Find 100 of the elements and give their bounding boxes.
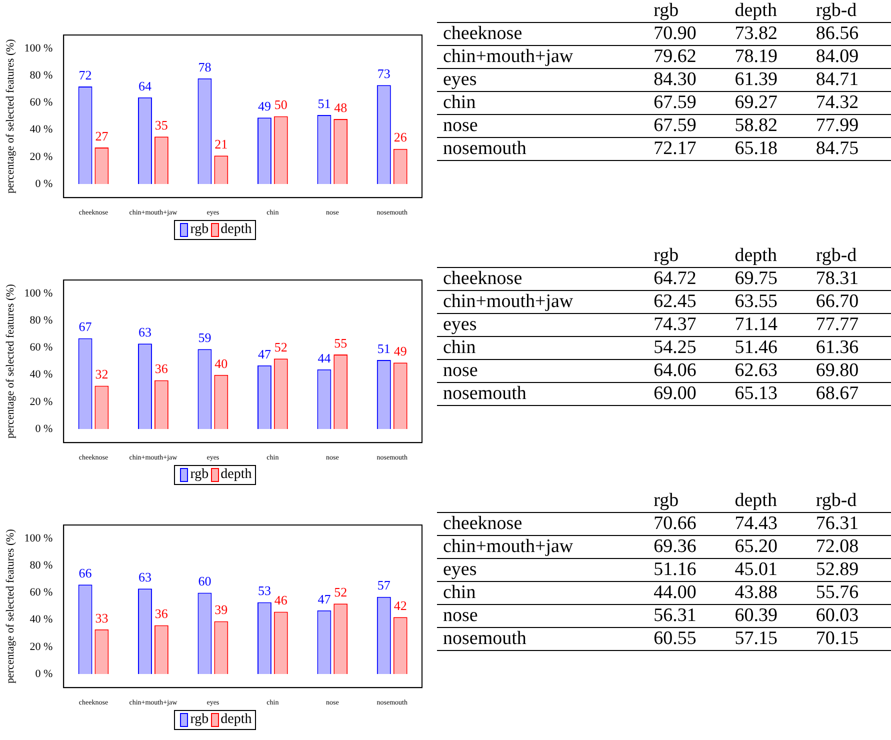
data-label: 36 xyxy=(154,361,168,376)
data-label: 48 xyxy=(334,100,348,115)
category-label: nose xyxy=(437,114,648,138)
data-label: 33 xyxy=(95,610,108,626)
data-label: 74.32 xyxy=(810,92,891,114)
y-tick-label: 100 % xyxy=(24,42,53,54)
category-label: cheeknose xyxy=(437,22,648,46)
data-label: 60.55 xyxy=(648,628,729,650)
y-tick-label: 60 % xyxy=(30,96,53,109)
category-label: chin xyxy=(437,92,648,114)
data-label: 62.63 xyxy=(728,360,810,382)
category-label: nosemouth xyxy=(437,138,648,160)
data-label: 69.36 xyxy=(648,536,729,558)
text: depth xyxy=(728,0,810,22)
data-label: 60 xyxy=(198,574,212,589)
data-label: 65.18 xyxy=(728,138,810,160)
data-label: 65.20 xyxy=(728,536,810,558)
data-label: 47 xyxy=(258,346,272,362)
data-label: 51.46 xyxy=(728,336,810,360)
legend-label: rgb xyxy=(190,712,209,728)
category-label: chin+mouth+jaw xyxy=(437,46,648,68)
data-label: 40 xyxy=(214,356,228,371)
data-label: 67.59 xyxy=(648,114,729,138)
data-label: 84.71 xyxy=(810,68,891,92)
data-label: 27 xyxy=(95,128,109,144)
data-label: 61.36 xyxy=(810,336,891,360)
data-label: 39 xyxy=(214,602,228,618)
data-label: 66.70 xyxy=(810,290,891,314)
data-label: 72.08 xyxy=(810,536,891,558)
data-label: 58.82 xyxy=(728,114,810,138)
data-label: 61.39 xyxy=(728,68,810,92)
category-label: cheeknose xyxy=(437,512,648,536)
data-label: 78 xyxy=(198,59,212,74)
data-label: 77.99 xyxy=(810,114,891,138)
data-label: 53 xyxy=(258,583,271,598)
y-axis-title: percentage of selected features (%) xyxy=(4,38,16,194)
data-label: 71.14 xyxy=(728,314,810,336)
legend-label: depth xyxy=(220,467,252,483)
text: depth xyxy=(728,490,810,512)
data-label: 50 xyxy=(274,97,288,112)
y-axis-title: percentage of selected features (%) xyxy=(4,284,16,439)
data-label: 72 xyxy=(78,67,92,82)
legend-label: depth xyxy=(220,222,252,238)
legend-label: rgb xyxy=(190,467,209,483)
data-label: 44 xyxy=(318,350,332,366)
data-label: 44.00 xyxy=(648,582,729,604)
data-label: 51.16 xyxy=(648,558,729,582)
text: rgb xyxy=(648,245,729,268)
category-label: chin+mouth+jaw xyxy=(437,290,648,314)
category-label: nosemouth xyxy=(437,382,648,406)
data-label: 69.75 xyxy=(728,268,810,290)
category-label: eyes xyxy=(437,68,648,92)
data-label: 63 xyxy=(138,570,152,585)
text: depth xyxy=(728,245,810,268)
data-label: 69.80 xyxy=(810,360,891,382)
category-label: eyes xyxy=(437,558,648,582)
data-label: 55 xyxy=(334,335,348,350)
data-label: 45.01 xyxy=(728,558,810,582)
data-label: 54.25 xyxy=(648,336,729,360)
data-label: 60.03 xyxy=(810,604,891,628)
data-label: 64.72 xyxy=(648,268,729,290)
category-label: nosemouth xyxy=(437,628,648,650)
legend-label: depth xyxy=(220,712,252,728)
y-tick-label: 0 % xyxy=(35,422,53,435)
data-label: 64.06 xyxy=(648,360,729,382)
y-axis-title: percentage of selected features (%) xyxy=(4,528,16,684)
data-label: 69.27 xyxy=(728,92,810,114)
data-label: 78.19 xyxy=(728,46,810,68)
data-label: 36 xyxy=(154,606,168,622)
category-label: nose xyxy=(437,360,648,382)
category-label: cheeknose xyxy=(437,268,648,290)
legend-label: rgb xyxy=(190,222,209,238)
data-label: 60.39 xyxy=(728,604,810,628)
data-label: 63 xyxy=(138,324,152,340)
text: rgb-d xyxy=(810,490,891,512)
category-label: nose xyxy=(437,604,648,628)
data-label: 52 xyxy=(334,584,348,600)
data-label: 74.37 xyxy=(648,314,729,336)
text: rgb xyxy=(648,490,729,512)
data-label: 57.15 xyxy=(728,628,810,650)
text: rgb xyxy=(648,0,729,22)
data-label: 78.31 xyxy=(810,268,891,290)
data-label: 21 xyxy=(214,136,228,152)
data-label: 32 xyxy=(95,366,108,382)
data-label: 46 xyxy=(274,592,288,608)
category-label: chin+mouth+jaw xyxy=(437,536,648,558)
data-label: 74.43 xyxy=(728,512,810,536)
data-label: 42 xyxy=(394,598,407,614)
data-label: 56.31 xyxy=(648,604,729,628)
data-label: 35 xyxy=(154,118,168,133)
data-label: 49 xyxy=(394,344,407,359)
data-label: 73 xyxy=(377,66,390,82)
y-tick-label: 20 % xyxy=(30,640,53,653)
data-label: 62.45 xyxy=(648,290,729,314)
data-label: 59 xyxy=(198,330,212,346)
text: rgb-d xyxy=(810,245,891,268)
data-label: 68.67 xyxy=(810,382,891,406)
data-label: 66 xyxy=(78,566,92,581)
category-label: chin xyxy=(437,582,648,604)
data-label: 43.88 xyxy=(728,582,810,604)
